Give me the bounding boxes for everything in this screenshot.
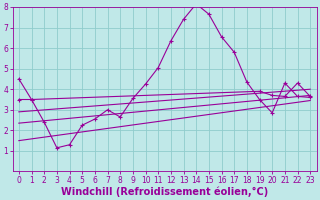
X-axis label: Windchill (Refroidissement éolien,°C): Windchill (Refroidissement éolien,°C) [61,186,268,197]
